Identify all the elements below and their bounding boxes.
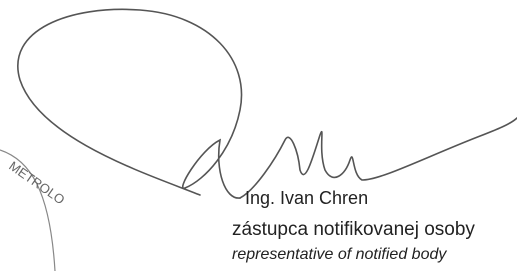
signatory-role-sk: zástupca notifikovanej osoby — [232, 219, 475, 241]
stamp: METROLO — [0, 150, 68, 271]
signatory-name: Ing. Ivan Chren — [245, 188, 368, 209]
signature-loop — [18, 9, 242, 198]
signature-tail — [240, 118, 517, 198]
stamp-text: METROLO — [6, 158, 67, 207]
signatory-role-en: representative of notified body — [232, 246, 446, 264]
page: {"stamp": {"text": "METROLO"}, "signator… — [0, 0, 517, 271]
signature-strokes — [18, 9, 517, 198]
